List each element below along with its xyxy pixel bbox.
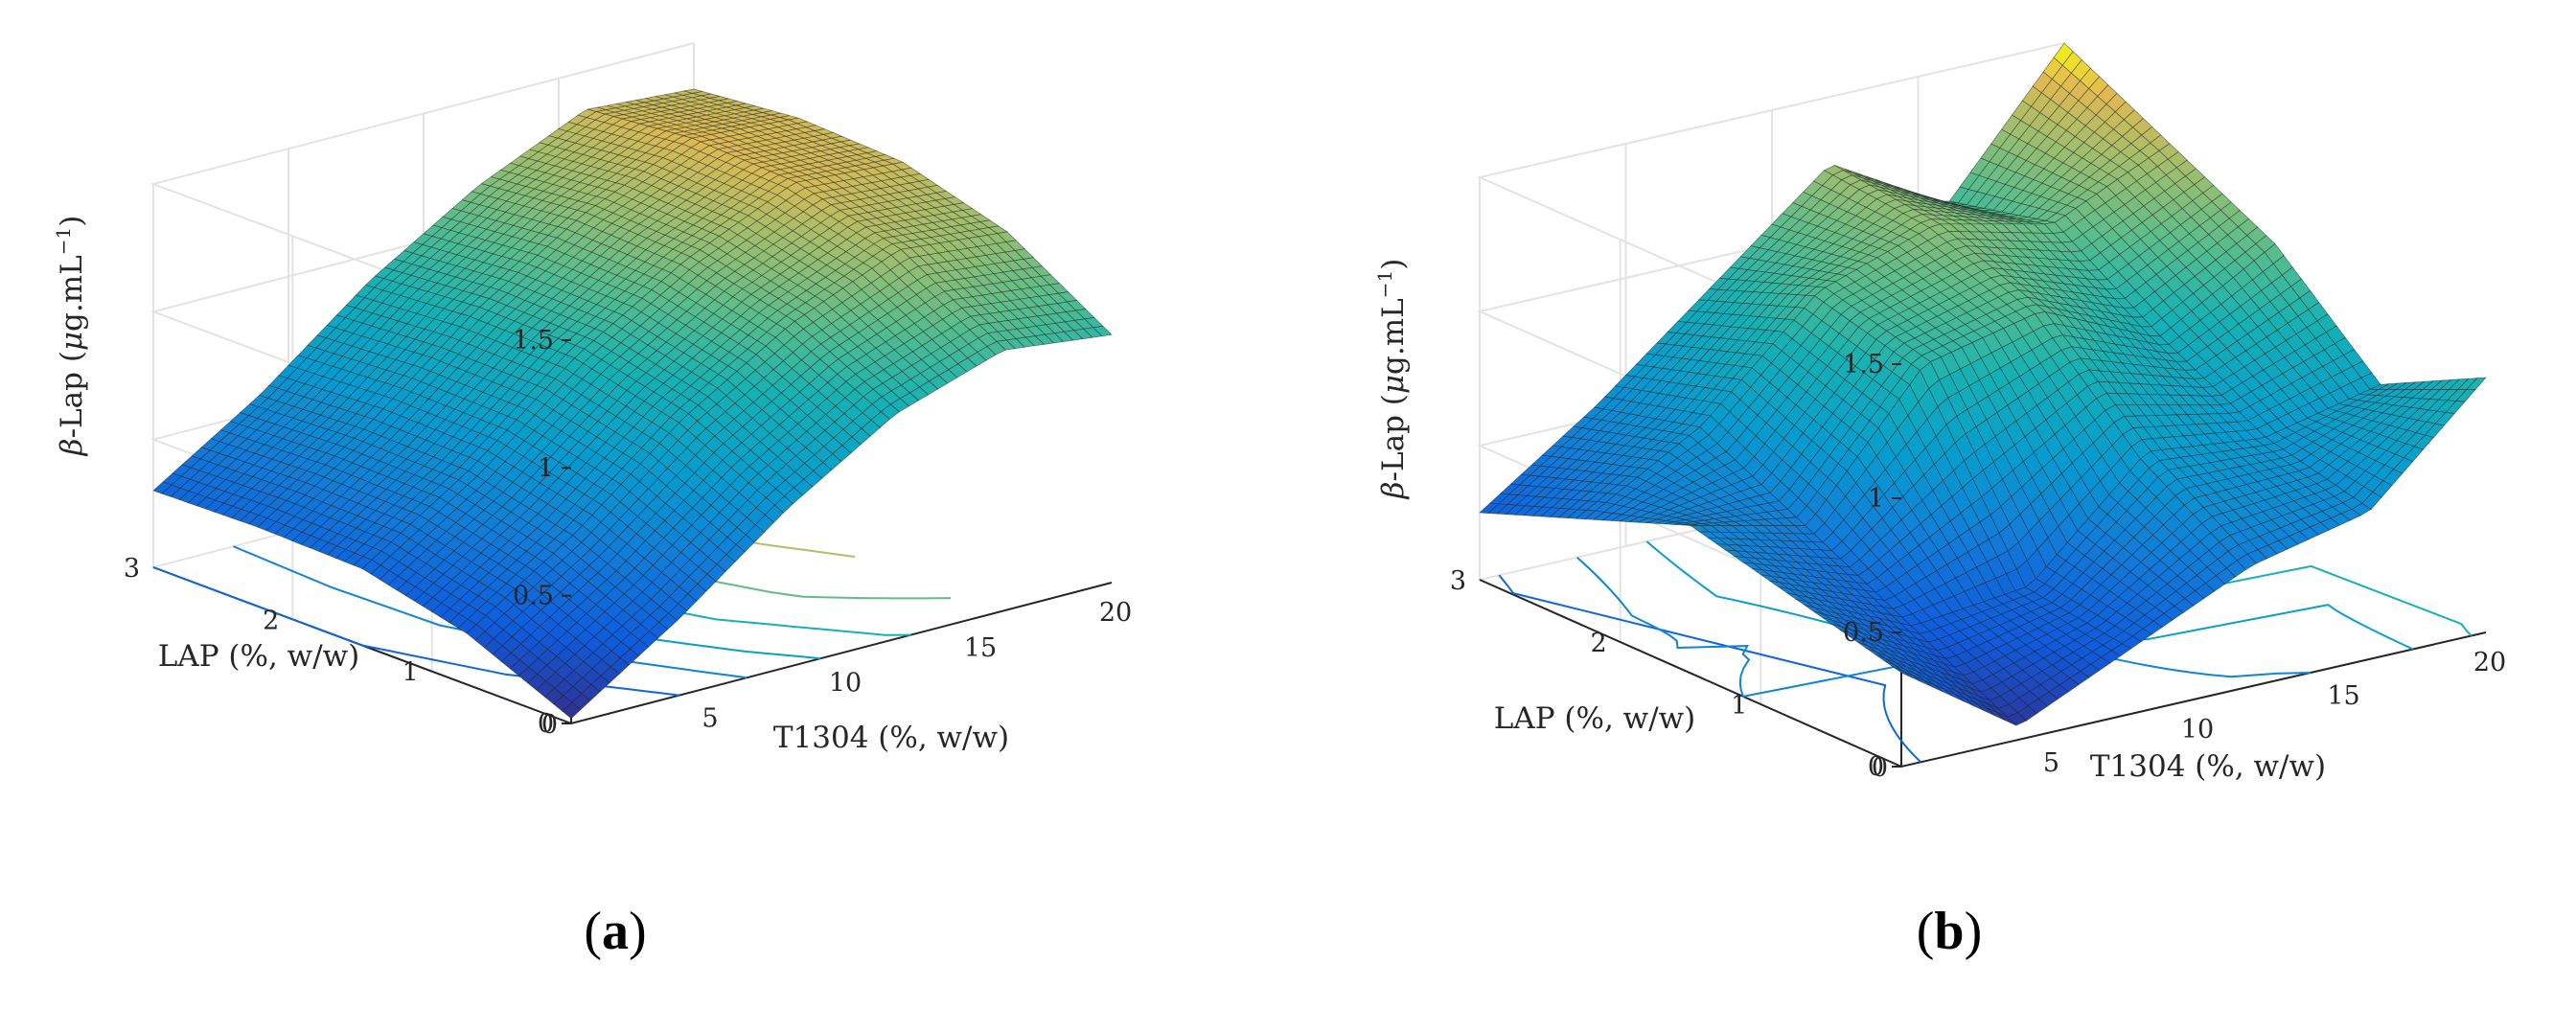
y-axis-label: LAP (%, w/w) bbox=[158, 639, 360, 674]
chart-a: 0 0.5 1 1.5 0 1 2 3 5 10 15 20 T1304 (%, w/w) LAP (%,… bbox=[52, 42, 1132, 961]
y-tick-label: 3 bbox=[124, 554, 140, 584]
contour-line bbox=[1498, 574, 1922, 764]
z-axis-label: β-Lap (μg.mL−1) bbox=[52, 216, 89, 457]
z-tick-label: 1 bbox=[538, 453, 554, 483]
contour-line bbox=[1576, 556, 2312, 699]
x-tick-label: 10 bbox=[829, 669, 862, 699]
y-tick-label: 2 bbox=[263, 606, 279, 635]
x-tick-label: 15 bbox=[964, 633, 997, 663]
z-tick-label: 0 bbox=[538, 709, 554, 739]
z-tick-label: 0.5 bbox=[513, 582, 554, 611]
x-axis-label: T1304 (%, w/w) bbox=[773, 721, 1009, 755]
surface-patch bbox=[1092, 326, 1113, 337]
contour-line bbox=[233, 545, 748, 679]
surface bbox=[1479, 42, 2487, 726]
x-tick-label: 20 bbox=[1099, 598, 1132, 628]
contour-line bbox=[152, 566, 679, 697]
panel-label-a: (a) bbox=[584, 902, 647, 961]
x-tick-label: 5 bbox=[702, 703, 718, 733]
y-tick-label: 0 bbox=[541, 710, 558, 740]
chart-b: 0 0.5 1 1.5 0 1 2 3 5 10 15 20 T1304 (%, w/w) LAP (%,… bbox=[1288, 0, 2576, 1009]
y-tick-label: 1 bbox=[402, 658, 418, 688]
z-tick-label: 1.5 bbox=[513, 326, 554, 355]
surface bbox=[152, 88, 1113, 720]
